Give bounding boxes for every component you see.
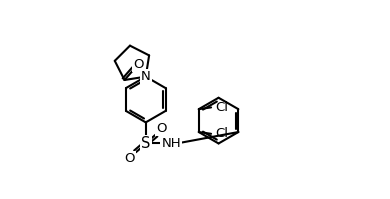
Text: N: N <box>141 70 151 83</box>
Text: O: O <box>125 152 135 165</box>
Text: NH: NH <box>161 137 181 150</box>
Text: Cl: Cl <box>215 127 228 140</box>
Text: S: S <box>141 136 151 151</box>
Text: O: O <box>133 58 144 71</box>
Text: O: O <box>156 122 167 135</box>
Text: Cl: Cl <box>215 101 228 114</box>
